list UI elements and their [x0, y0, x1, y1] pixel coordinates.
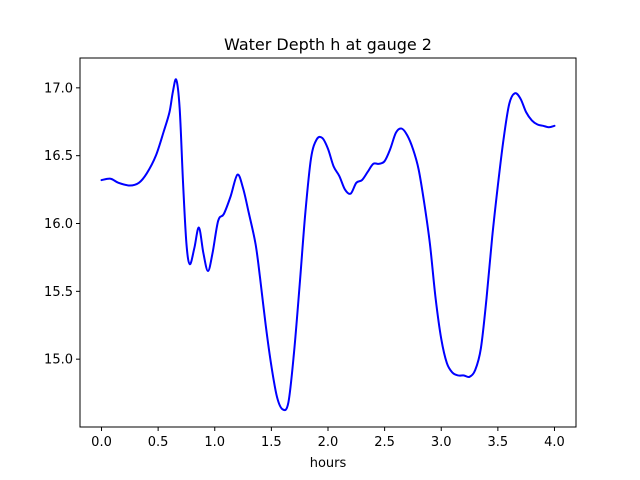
- y-tick-label: 16.0: [44, 217, 73, 232]
- x-axis-ticks: 0.0 0.5 1.0 1.5 2.0 2.5 3.0 3.5 4.0: [91, 427, 565, 450]
- x-tick-label: 3.0: [431, 435, 452, 450]
- x-tick-label: 0.5: [148, 435, 169, 450]
- y-tick-label: 17.0: [44, 81, 73, 96]
- y-tick-label: 15.5: [44, 285, 73, 300]
- x-tick-label: 0.0: [91, 435, 112, 450]
- x-tick-label: 2.5: [374, 435, 395, 450]
- y-tick-label: 15.0: [44, 353, 73, 368]
- plot-frame: [79, 57, 577, 428]
- y-tick-label: 16.5: [44, 149, 73, 164]
- chart-title: Water Depth h at gauge 2: [224, 35, 432, 54]
- y-axis-ticks: 15.0 15.5 16.0 16.5 17.0: [44, 81, 80, 368]
- x-tick-label: 1.5: [261, 435, 282, 450]
- series-line: [100, 78, 556, 412]
- x-axis-label: hours: [310, 456, 347, 471]
- x-tick-label: 2.0: [318, 435, 339, 450]
- x-tick-label: 1.0: [204, 435, 225, 450]
- x-tick-label: 4.0: [544, 435, 565, 450]
- x-tick-label: 3.5: [488, 435, 509, 450]
